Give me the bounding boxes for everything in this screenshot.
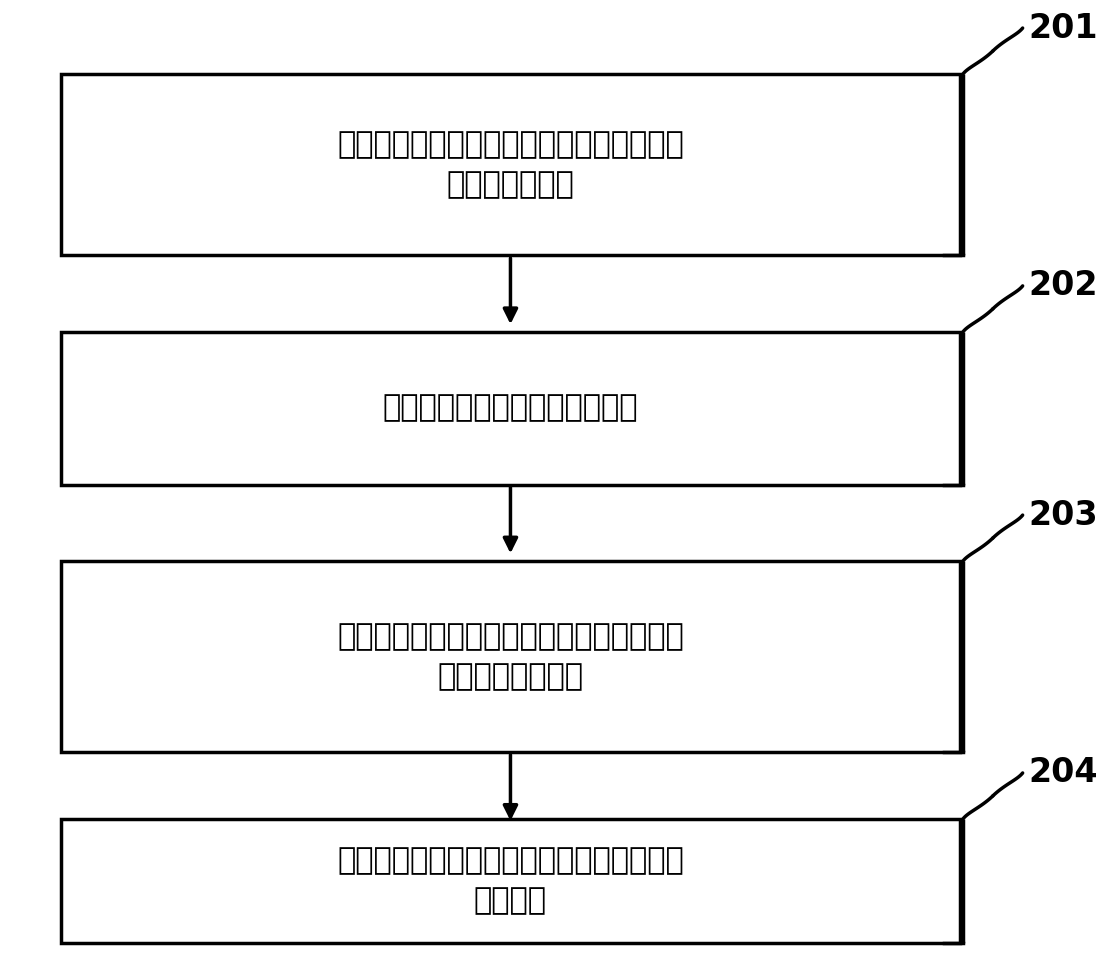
Text: 根据导航地图确定障碍物的位置信息并规划
导航路线: 根据导航地图确定障碍物的位置信息并规划 导航路线 [337, 846, 684, 916]
FancyBboxPatch shape [61, 561, 960, 752]
Text: 利用当前障碍物点云数据与历史障碍物点云
数据建立导航地图: 利用当前障碍物点云数据与历史障碍物点云 数据建立导航地图 [337, 622, 684, 691]
Text: 204: 204 [1028, 757, 1098, 790]
FancyBboxPatch shape [61, 331, 960, 484]
Text: 检测当前检测范围内的障碍物，并生成当前
障碍物点云数据: 检测当前检测范围内的障碍物，并生成当前 障碍物点云数据 [337, 130, 684, 200]
FancyBboxPatch shape [61, 74, 960, 256]
Text: 202: 202 [1028, 269, 1098, 302]
FancyBboxPatch shape [61, 819, 960, 943]
Text: 获取存储的历史障碍物点云数据: 获取存储的历史障碍物点云数据 [383, 393, 638, 422]
Text: 201: 201 [1028, 12, 1098, 45]
Text: 203: 203 [1028, 499, 1098, 532]
